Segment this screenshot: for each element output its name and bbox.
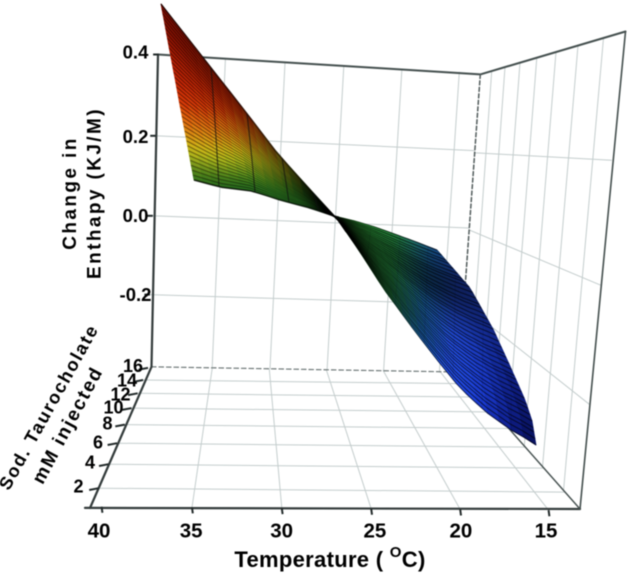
svg-text:25: 25: [363, 520, 386, 543]
svg-text:Change in: Change in: [60, 136, 81, 249]
svg-text:20: 20: [449, 520, 472, 543]
svg-text:-0.2: -0.2: [120, 284, 152, 305]
svg-text:2: 2: [73, 477, 83, 497]
svg-text:40: 40: [88, 520, 111, 543]
svg-text:14: 14: [117, 371, 137, 391]
svg-text:0.0: 0.0: [123, 205, 149, 226]
svg-text:6: 6: [93, 433, 103, 453]
svg-text:0.2: 0.2: [123, 126, 149, 147]
svg-text:12: 12: [110, 385, 130, 405]
svg-text:15: 15: [535, 520, 558, 543]
svg-text:30: 30: [270, 520, 293, 543]
svg-text:4: 4: [85, 453, 95, 473]
svg-text:8: 8: [102, 414, 112, 434]
svg-text:0.4: 0.4: [123, 42, 149, 63]
svg-text:16: 16: [123, 356, 143, 376]
svg-text:10: 10: [103, 398, 123, 418]
svg-text:35: 35: [180, 520, 203, 543]
svg-text:Enthapy (KJ/M): Enthapy (KJ/M): [85, 107, 106, 279]
